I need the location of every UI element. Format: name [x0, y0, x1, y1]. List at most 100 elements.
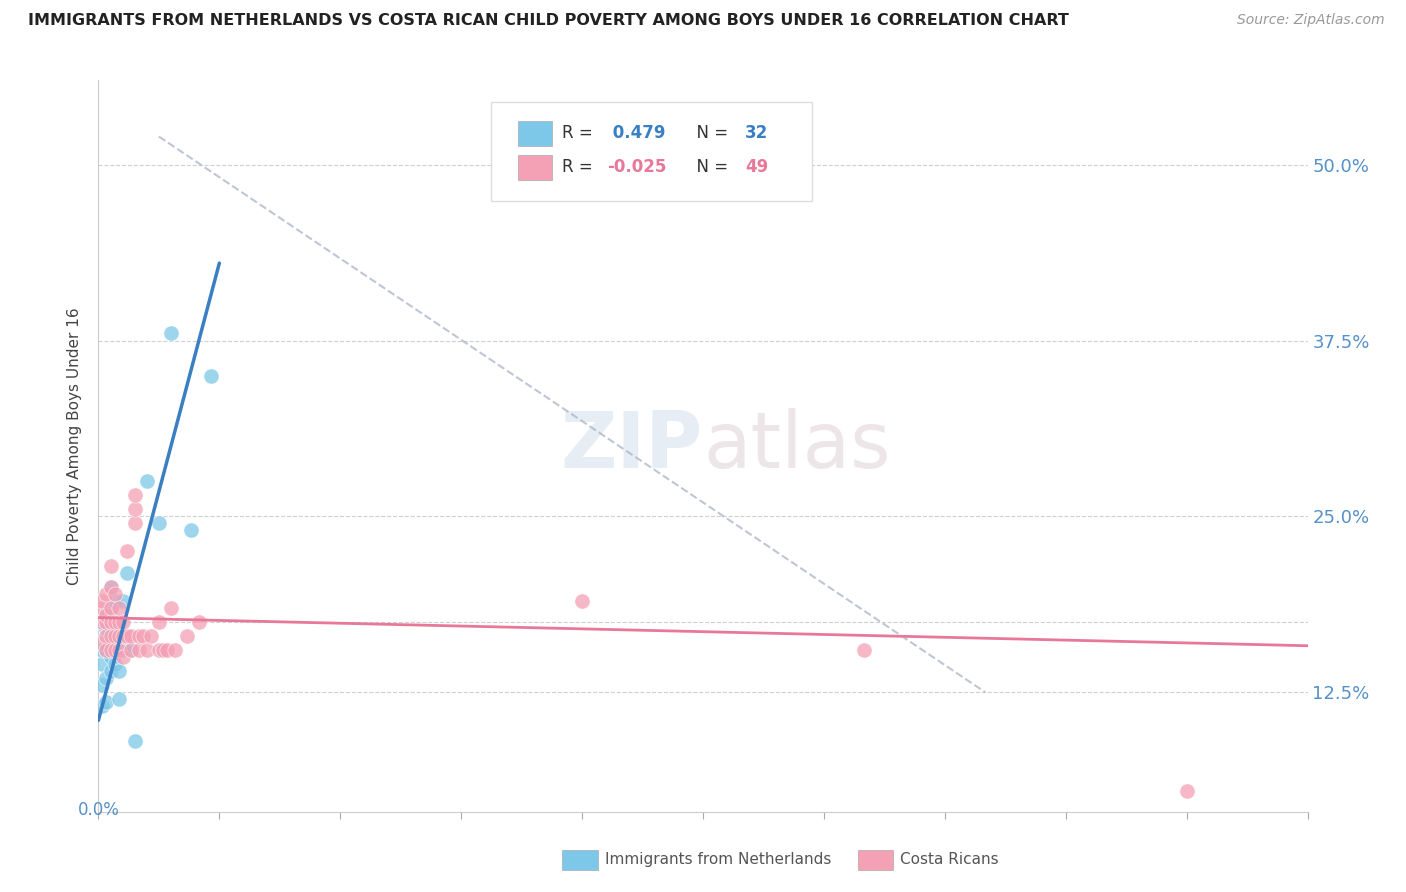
FancyBboxPatch shape [517, 120, 553, 146]
Point [853, 643, 876, 657]
Point [100, 600, 122, 615]
Point [96, 695, 118, 709]
Point [115, 629, 138, 643]
Point [96, 643, 118, 657]
Point [103, 629, 125, 643]
Point [188, 615, 211, 629]
Point [111, 650, 134, 665]
Text: Source: ZipAtlas.com: Source: ZipAtlas.com [1237, 13, 1385, 28]
Text: -0.025: -0.025 [607, 158, 666, 177]
Point [176, 629, 198, 643]
Text: R =: R = [561, 124, 598, 142]
Point [111, 593, 134, 607]
Point [91, 699, 114, 714]
Point [96, 622, 118, 636]
Point [124, 502, 146, 516]
Point [96, 629, 118, 643]
Point [156, 643, 179, 657]
Point [160, 600, 183, 615]
Point [100, 558, 122, 573]
Point [107, 600, 129, 615]
Point [100, 580, 122, 594]
Text: 0.479: 0.479 [607, 124, 666, 142]
Point [180, 524, 202, 538]
Point [124, 516, 146, 531]
Point [148, 516, 170, 531]
Point [132, 629, 155, 643]
Text: N =: N = [686, 124, 734, 142]
Y-axis label: Child Poverty Among Boys Under 16: Child Poverty Among Boys Under 16 [67, 307, 83, 585]
Point [103, 587, 125, 601]
Text: 0.0%: 0.0% [77, 801, 120, 819]
Point [139, 629, 162, 643]
Point [135, 474, 157, 488]
Text: 32: 32 [745, 124, 769, 142]
Point [103, 629, 125, 643]
Point [103, 657, 125, 671]
Point [103, 643, 125, 657]
Point [107, 664, 129, 678]
Point [571, 593, 593, 607]
Point [103, 615, 125, 629]
Point [100, 580, 122, 594]
Point [103, 643, 125, 657]
Point [96, 615, 118, 629]
Point [111, 629, 134, 643]
Text: Costa Ricans: Costa Ricans [900, 853, 998, 867]
Point [103, 593, 125, 607]
Point [91, 600, 114, 615]
Point [96, 607, 118, 622]
Point [148, 643, 170, 657]
Text: 49: 49 [745, 158, 769, 177]
Point [120, 643, 142, 657]
Point [124, 488, 146, 502]
Point [91, 643, 114, 657]
Point [107, 643, 129, 657]
Point [100, 629, 122, 643]
Point [96, 607, 118, 622]
Point [107, 615, 129, 629]
Point [100, 643, 122, 657]
Point [124, 734, 146, 748]
Point [115, 566, 138, 580]
Point [100, 629, 122, 643]
Point [128, 643, 150, 657]
Point [100, 664, 122, 678]
Point [91, 615, 114, 629]
Point [91, 636, 114, 650]
Point [100, 615, 122, 629]
Point [107, 622, 129, 636]
Text: IMMIGRANTS FROM NETHERLANDS VS COSTA RICAN CHILD POVERTY AMONG BOYS UNDER 16 COR: IMMIGRANTS FROM NETHERLANDS VS COSTA RIC… [28, 13, 1069, 29]
FancyBboxPatch shape [492, 103, 811, 201]
Point [115, 544, 138, 558]
Point [1175, 783, 1198, 797]
Point [163, 643, 186, 657]
Point [160, 326, 183, 341]
Point [111, 643, 134, 657]
Point [152, 643, 174, 657]
Point [100, 600, 122, 615]
Point [96, 671, 118, 685]
Point [96, 643, 118, 657]
Point [91, 657, 114, 671]
Point [107, 629, 129, 643]
Point [91, 678, 114, 692]
Point [91, 593, 114, 607]
Point [100, 650, 122, 665]
Text: atlas: atlas [703, 408, 890, 484]
Point [135, 643, 157, 657]
Point [96, 587, 118, 601]
FancyBboxPatch shape [517, 155, 553, 180]
Text: R =: R = [561, 158, 598, 177]
Point [107, 692, 129, 706]
Point [120, 629, 142, 643]
Point [107, 643, 129, 657]
Point [128, 629, 150, 643]
Text: Immigrants from Netherlands: Immigrants from Netherlands [605, 853, 831, 867]
Point [148, 615, 170, 629]
Point [111, 615, 134, 629]
Point [200, 368, 222, 383]
Text: N =: N = [686, 158, 734, 177]
Text: ZIP: ZIP [561, 408, 703, 484]
Point [120, 643, 142, 657]
